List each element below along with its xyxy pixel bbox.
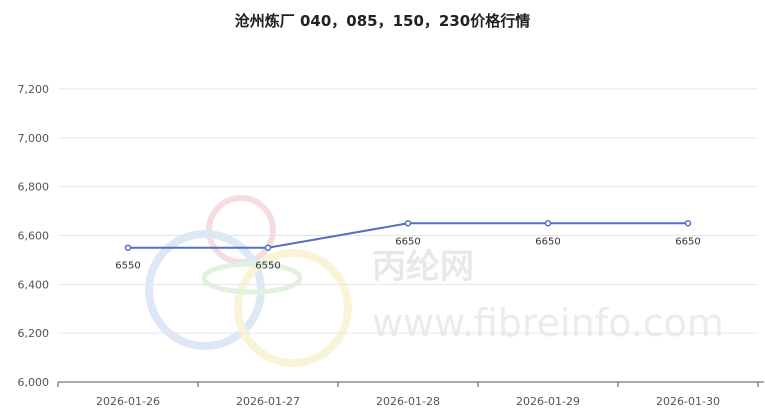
y-tick-label: 6,800 [18, 181, 50, 194]
y-tick-label: 7,200 [18, 83, 50, 96]
watermark-ring-blue [145, 230, 265, 350]
axes: 6,000 6,200 6,400 6,600 6,800 7,000 7,200 2026-… [18, 83, 764, 408]
x-tick-label: 2026-01-30 [656, 395, 720, 408]
watermark-ring-red [206, 195, 276, 265]
data-point [544, 220, 552, 227]
x-tick-label: 2026-01-29 [516, 395, 580, 408]
data-label: 6550 [255, 261, 280, 272]
data-point [404, 220, 412, 227]
y-tick-label: 6,400 [18, 278, 50, 291]
data-label: 6650 [535, 236, 560, 247]
data-point [264, 244, 272, 251]
watermark: 丙纶网 www.fibreinfo.com [145, 195, 724, 367]
x-tick-label: 2026-01-28 [376, 395, 440, 408]
series-layer: 6550 6550 6650 6650 6650 [115, 220, 701, 272]
watermark-ring-green [201, 261, 303, 295]
y-tick-label: 6,600 [18, 230, 50, 243]
data-label: 6550 [115, 261, 140, 272]
data-point [124, 244, 132, 251]
x-tick-label: 2026-01-27 [236, 395, 300, 408]
data-label: 6650 [675, 236, 700, 247]
chart-title: 沧州炼厂 040，085，150，230价格行情 [234, 12, 531, 30]
watermark-url-text: www.fibreinfo.com [372, 301, 724, 345]
watermark-cn-text: 丙纶网 [372, 247, 474, 287]
grid-lines [58, 88, 758, 334]
data-point [684, 220, 692, 227]
y-tick-label: 6,000 [18, 376, 50, 389]
y-tick-label: 7,000 [18, 132, 50, 145]
y-tick-label: 6,200 [18, 327, 50, 340]
data-label: 6650 [395, 236, 420, 247]
watermark-ring-yellow [234, 249, 352, 367]
x-tick-label: 2026-01-26 [96, 395, 160, 408]
